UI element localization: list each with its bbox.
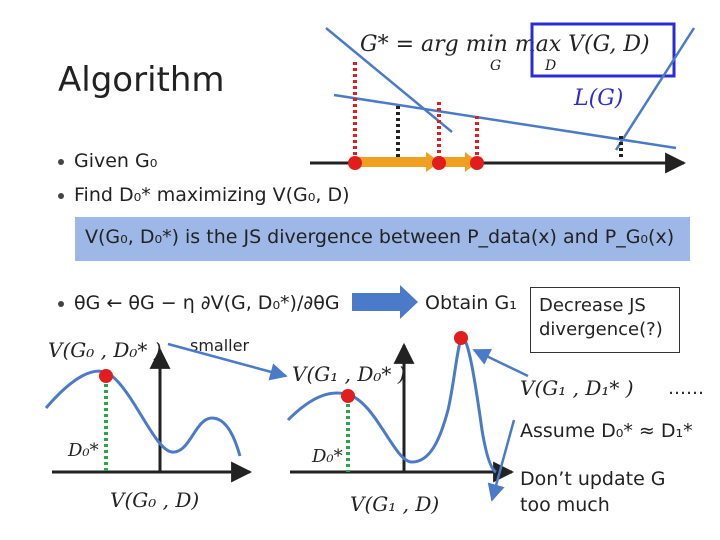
orange-step-1 [358, 157, 428, 167]
bullet-update: θG ← θG − η ∂V(G, D₀*)/∂θG [58, 292, 340, 314]
left-plot-marker-label: D₀* [68, 440, 99, 461]
bullet-dot [58, 158, 64, 165]
red-point-2 [432, 156, 446, 170]
bullet-update-text: θG ← θG − η ∂V(G, D₀*)/∂θG [74, 292, 340, 314]
left-plot-bottom-label: V(G₀ , D) [110, 488, 200, 512]
callout-box: Decrease JS divergence(?) [530, 287, 680, 353]
left-plot-top-label: V(G₀ , D₀* ) [48, 338, 162, 362]
mid-plot-curve [286, 336, 497, 474]
js-divergence-text: V(G₀, D₀*) is the JS divergence between … [85, 226, 675, 248]
obtain-text: Obtain G₁ [425, 292, 517, 314]
obtain-block-arrow [352, 285, 418, 319]
orange-step-2 [441, 157, 467, 167]
max-highlight-box [530, 22, 676, 78]
mid-plot-bottom-label: V(G₁ , D) [350, 492, 440, 516]
bullet-given-text: Given G₀ [74, 150, 158, 172]
left-plot-red-point [99, 369, 113, 383]
red-point-3 [470, 156, 484, 170]
loss-label: L(G) [574, 86, 624, 111]
bullet-given: Given G₀ [58, 150, 157, 172]
smaller-arrow [167, 342, 288, 381]
objective-sub-g: G [490, 58, 502, 74]
assume-text: Assume D₀* ≈ D₁* [520, 420, 693, 442]
mid-plot-marker-label: D₀* [312, 446, 343, 467]
dont-update-text: Don’t update G too much [520, 468, 666, 516]
mid-plot-top-label: V(G₁ , D₀* ) [292, 362, 406, 386]
objective-sub-d: D [545, 58, 557, 74]
slide-title: Algorithm [58, 60, 225, 100]
smaller-label: smaller [190, 336, 250, 355]
js-divergence-box: V(G₀, D₀*) is the JS divergence between … [75, 217, 690, 261]
mid-plot-red-point-2 [454, 331, 468, 345]
callout-text: Decrease JS divergence(?) [539, 295, 663, 340]
red-point-1 [348, 156, 362, 170]
blue-line-steep [325, 27, 453, 133]
left-plot-curve [44, 369, 242, 457]
right-plot-top-label: V(G₁ , D₁* ) [520, 376, 634, 400]
mid-plot-red-point-1 [341, 389, 355, 403]
objective-formula: G* = arg min max V(G, D) [360, 32, 650, 57]
callout-arrow [472, 348, 529, 378]
bullet-dot [58, 300, 64, 307]
ellipsis-label: …… [668, 378, 704, 399]
bullet-find-text: Find D₀* maximizing V(G₀, D) [74, 184, 350, 206]
bullet-dot [58, 192, 64, 199]
assume-arrow [487, 419, 516, 502]
bullet-find: Find D₀* maximizing V(G₀, D) [58, 184, 349, 206]
loss-curve-line [333, 93, 677, 150]
blue-line-right [614, 27, 696, 151]
